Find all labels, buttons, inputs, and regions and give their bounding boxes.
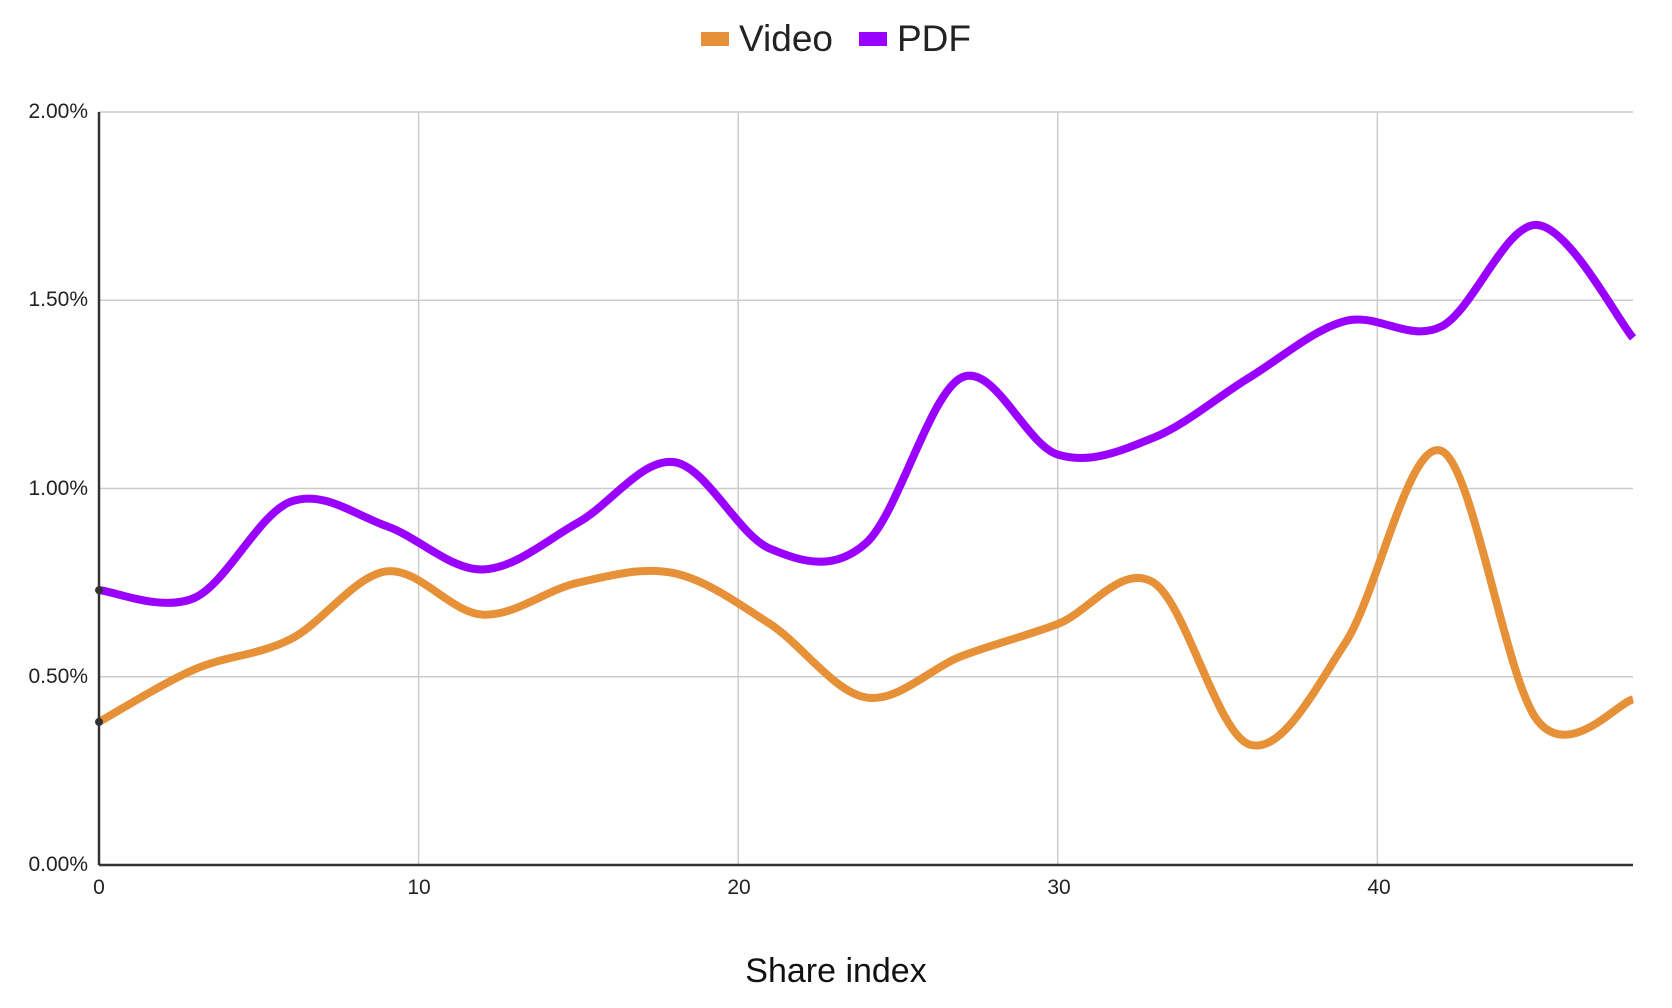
y-tick-label: 0.50% <box>28 665 88 688</box>
x-axis-title: Share index <box>745 952 927 990</box>
y-tick-label: 1.00% <box>28 477 88 500</box>
x-tick-label: 0 <box>93 876 105 899</box>
x-tick-label: 30 <box>1047 876 1071 899</box>
axis-lines <box>97 112 1633 867</box>
y-tick-label: 2.00% <box>28 100 88 123</box>
legend-label-pdf: PDF <box>896 18 971 59</box>
x-tick-label: 40 <box>1367 876 1391 899</box>
legend-label-video: Video <box>739 18 833 59</box>
legend-item-video[interactable]: Video <box>701 18 833 60</box>
pdf-series-line[interactable] <box>98 220 1637 607</box>
y-tick-label: 0.00% <box>28 853 88 876</box>
x-tick-label: 20 <box>727 876 751 899</box>
pdf-swatch-icon <box>858 32 887 46</box>
y-tick-label: 1.50% <box>28 288 88 311</box>
gridlines <box>99 111 1633 866</box>
video-swatch-icon <box>701 32 730 46</box>
legend-item-pdf[interactable]: PDF <box>858 18 971 60</box>
x-tick-label: 10 <box>407 876 431 899</box>
chart-legend: Video PDF <box>0 18 1672 60</box>
series-lines <box>95 220 1637 750</box>
video-series-line[interactable] <box>97 446 1635 750</box>
